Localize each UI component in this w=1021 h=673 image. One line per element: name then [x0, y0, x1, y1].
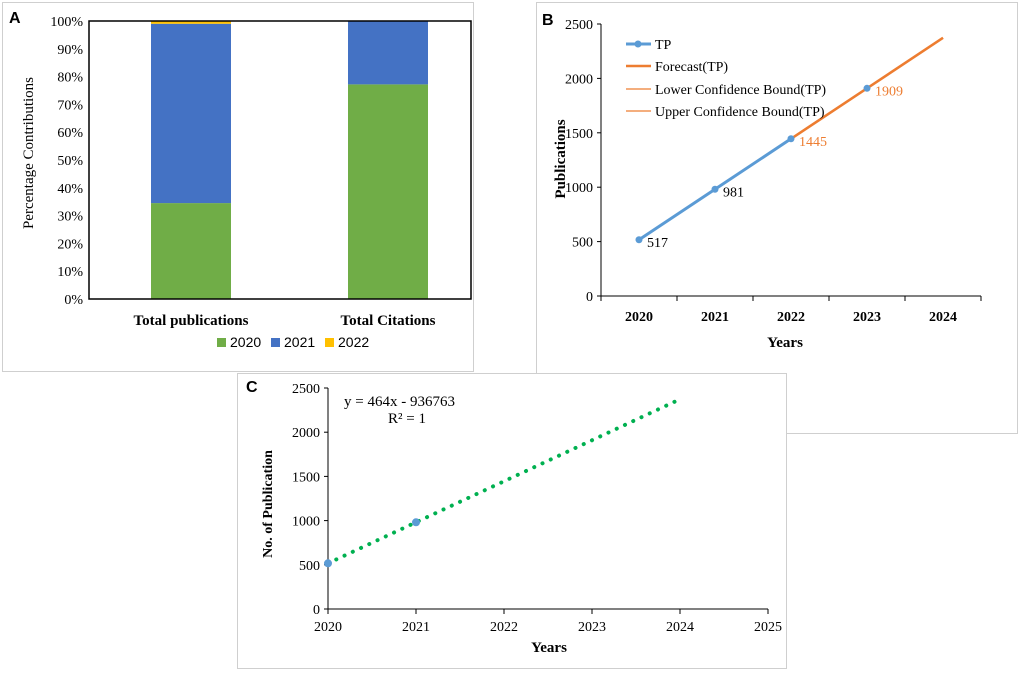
- y-tick-label: 20%: [57, 237, 83, 252]
- x-tick-label: 2023: [853, 310, 881, 325]
- bar-segment-2021: [348, 21, 428, 85]
- legend-swatch: [325, 338, 334, 347]
- x-tick-label: 2025: [754, 620, 782, 635]
- y-tick-label: 2500: [292, 382, 320, 397]
- data-point: [635, 236, 643, 244]
- legend-swatch: [217, 338, 226, 347]
- legend-label: 2021: [284, 334, 315, 350]
- panel-label: C: [246, 379, 258, 396]
- x-tick-label: 2022: [490, 620, 518, 635]
- y-tick-label: 60%: [57, 126, 83, 141]
- trendline: [326, 397, 682, 566]
- scatter-trend-chart: C No. of Publication Years 0 500 1000 1500 2…: [246, 379, 782, 656]
- y-tick-label: 1000: [565, 181, 593, 196]
- data-point: [412, 518, 420, 527]
- trend-equation: y = 464x - 936763: [344, 394, 455, 410]
- x-tick-label: 2022: [777, 310, 805, 325]
- y-tick-label: 1500: [565, 127, 593, 142]
- legend-marker: [634, 40, 642, 48]
- legend-label: Lower Confidence Bound(TP): [655, 83, 826, 98]
- panel-b: B Publications Years 0 500 1000 1500 2000 250…: [536, 2, 1018, 434]
- data-label: 517: [647, 236, 668, 251]
- panel-label: B: [542, 12, 554, 29]
- y-tick-label: 40%: [57, 182, 83, 197]
- y-tick-label: 10%: [57, 265, 83, 280]
- y-tick-label: 2500: [565, 18, 593, 33]
- x-axis-label: Years: [767, 335, 803, 351]
- y-axis-label: No. of Publication: [261, 450, 276, 558]
- y-tick-label: 1000: [292, 515, 320, 530]
- y-tick-label: 0: [313, 603, 320, 618]
- plot-area-border: [88, 20, 472, 300]
- data-point: [324, 559, 332, 568]
- line-chart: B Publications Years 0 500 1000 1500 2000 250…: [542, 12, 982, 351]
- y-tick-label: 0: [586, 290, 593, 305]
- panel-a: A Percentage Contributions 0% 10% 20% 30% 40…: [2, 2, 474, 372]
- bar-segment-2020: [151, 203, 231, 299]
- y-tick-label: 0%: [64, 293, 83, 308]
- bar-segment-2022: [151, 21, 231, 24]
- y-axis-label: Percentage Contributions: [21, 77, 37, 229]
- x-tick-label: 2023: [578, 620, 606, 635]
- y-tick-label: 1500: [292, 470, 320, 485]
- y-tick-label: 500: [572, 236, 593, 251]
- panel-c: C No. of Publication Years 0 500 1000 1500 2…: [237, 373, 787, 669]
- y-tick-label: 100%: [50, 15, 83, 30]
- x-tick-label: 2024: [666, 620, 694, 635]
- r-squared: R² = 1: [388, 411, 426, 427]
- panel-label: A: [9, 10, 21, 27]
- y-tick-label: 2000: [565, 72, 593, 87]
- x-axis-label: Years: [531, 640, 567, 656]
- y-tick-label: 500: [299, 559, 320, 574]
- data-point: [863, 84, 871, 92]
- legend-label: Forecast(TP): [655, 60, 728, 75]
- x-tick-label: 2024: [929, 310, 957, 325]
- legend-label: Upper Confidence Bound(TP): [655, 105, 825, 120]
- data-label: 981: [723, 185, 744, 200]
- x-tick-label: 2020: [314, 620, 342, 635]
- y-tick-label: 80%: [57, 71, 83, 86]
- y-axis-label: Publications: [553, 119, 569, 198]
- bar-segment-2020: [348, 84, 428, 299]
- y-tick-label: 90%: [57, 43, 83, 58]
- data-label: 1909: [875, 84, 903, 99]
- x-tick-label: 2021: [701, 310, 729, 325]
- legend-label: 2020: [230, 334, 261, 350]
- x-tick-label: 2021: [402, 620, 430, 635]
- data-label: 1445: [799, 135, 827, 150]
- x-tick-label: Total publications: [134, 313, 249, 329]
- legend-swatch: [271, 338, 280, 347]
- y-tick-label: 50%: [57, 154, 83, 169]
- y-tick-label: 2000: [292, 426, 320, 441]
- x-tick-label: Total Citations: [341, 313, 436, 329]
- y-tick-label: 30%: [57, 210, 83, 225]
- legend-label: TP: [655, 38, 672, 53]
- bar-segment-2021: [151, 23, 231, 204]
- x-tick-label: 2020: [625, 310, 653, 325]
- data-point: [711, 185, 719, 193]
- stacked-bar-chart: A Percentage Contributions 0% 10% 20% 30% 40…: [9, 10, 472, 350]
- data-point: [787, 135, 795, 143]
- legend-label: 2022: [338, 334, 369, 350]
- y-tick-label: 70%: [57, 98, 83, 113]
